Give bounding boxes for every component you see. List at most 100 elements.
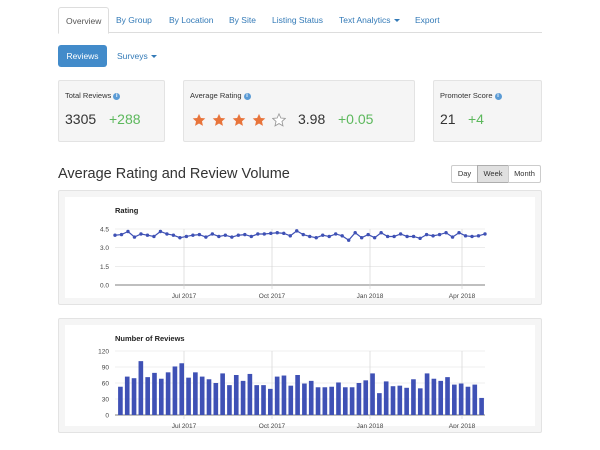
promoter-score-delta: +4	[468, 111, 484, 127]
rating-point	[314, 236, 318, 240]
x-tick-label: Apr 2018	[449, 293, 476, 300]
review-bar	[452, 384, 457, 415]
review-bar	[390, 386, 396, 415]
x-tick-label: Oct 2017	[259, 293, 286, 300]
review-bar	[315, 387, 321, 415]
rating-point	[431, 234, 435, 238]
tab-by-site[interactable]: By Site	[229, 15, 256, 25]
rating-point	[424, 232, 429, 237]
period-day-button[interactable]: Day	[451, 165, 478, 183]
rating-point	[288, 234, 292, 238]
review-bar	[233, 375, 239, 415]
rating-point	[359, 236, 364, 240]
average-rating-card: Average Rating i 3.98 +0.05	[183, 80, 415, 142]
rating-point	[178, 236, 182, 240]
rating-point	[450, 235, 455, 239]
rating-point	[483, 232, 487, 236]
info-icon[interactable]: i	[113, 92, 121, 100]
rating-point	[126, 229, 130, 234]
rating-point	[398, 232, 403, 236]
review-bar	[261, 385, 266, 415]
star-filled-icon	[212, 113, 226, 126]
rating-point	[158, 229, 163, 234]
rating-point	[262, 232, 266, 236]
rating-point	[139, 232, 143, 236]
rating-point	[301, 232, 305, 237]
tab-by-location[interactable]: By Location	[169, 15, 214, 25]
review-bar	[118, 386, 123, 415]
review-bar	[247, 373, 253, 415]
rating-point	[353, 231, 357, 235]
promoter-score-value: 21	[440, 111, 456, 127]
review-bar	[404, 387, 409, 415]
rating-point	[217, 234, 221, 239]
total-reviews-card: Total Reviews i 3305 +288	[58, 80, 165, 142]
y-tick-label: 3.0	[100, 245, 109, 252]
review-bar	[349, 387, 355, 415]
review-bar	[438, 380, 444, 415]
review-bar	[424, 373, 430, 415]
review-bar	[465, 386, 471, 415]
rating-point	[372, 236, 377, 240]
x-tick-label: Jul 2017	[172, 293, 197, 300]
review-bar	[124, 376, 130, 415]
period-week-button[interactable]: Week	[477, 165, 509, 183]
total-reviews-value: 3305	[65, 111, 97, 127]
review-bar	[145, 377, 150, 415]
star-filled-icon	[252, 113, 266, 126]
review-bar	[342, 387, 348, 415]
review-bar	[138, 361, 144, 415]
y-tick-label: 4.5	[100, 227, 109, 234]
tab-by-group[interactable]: By Group	[116, 15, 152, 25]
period-month-button[interactable]: Month	[508, 165, 541, 183]
surveys-label: Surveys	[117, 51, 148, 61]
review-bar	[268, 388, 273, 415]
rating-point	[275, 231, 279, 235]
chart-title: Number of Reviews	[115, 334, 185, 343]
rating-point	[437, 232, 442, 237]
y-tick-label: 0.0	[100, 283, 109, 290]
review-bar	[411, 379, 416, 415]
review-bar	[179, 363, 185, 415]
info-icon[interactable]: i	[494, 92, 502, 100]
review-bar	[336, 382, 341, 415]
tab-export[interactable]: Export	[415, 15, 440, 25]
promoter-score-card: Promoter Score i 21 +4	[433, 80, 542, 142]
rating-chart-panel: Rating 4.5 3.0 1.5 0.0 Jul 2017 Oct 2017 Jan 20…	[58, 190, 542, 305]
rating-point	[385, 234, 390, 239]
x-tick-label: Jul 2017	[172, 423, 197, 428]
tab-overview[interactable]: Overview	[58, 7, 110, 34]
y-tick-label: 120	[98, 349, 109, 356]
rating-point	[243, 232, 247, 237]
review-bar	[370, 373, 375, 415]
surveys-dropdown[interactable]: Surveys	[117, 45, 157, 67]
rating-point	[392, 234, 396, 239]
rating-point	[204, 235, 208, 239]
x-tick-label: Oct 2017	[259, 423, 286, 428]
rating-point	[230, 235, 234, 239]
y-tick-label: 0	[105, 413, 109, 420]
rating-point	[476, 234, 481, 238]
average-rating-value: 3.98	[298, 111, 326, 127]
tab-text-analytics[interactable]: Text Analytics	[332, 7, 407, 33]
reviews-button[interactable]: Reviews	[58, 45, 107, 67]
review-bar	[288, 385, 294, 415]
average-rating-title: Average Rating i	[190, 91, 251, 100]
y-tick-label: 1.5	[100, 264, 109, 271]
tab-listing-status[interactable]: Listing Status	[272, 15, 324, 25]
rating-point	[132, 235, 137, 239]
rating-point	[145, 233, 150, 237]
rating-point	[308, 234, 312, 239]
rating-point	[411, 234, 416, 239]
info-icon[interactable]: i	[243, 92, 251, 100]
rating-point	[249, 234, 254, 239]
rating-point	[457, 231, 461, 235]
chevron-down-icon	[150, 55, 157, 59]
chart-title: Rating	[115, 206, 139, 215]
promoter-score-label: Promoter Score	[440, 91, 493, 100]
total-reviews-delta: +288	[109, 111, 141, 127]
rating-point	[171, 233, 176, 237]
rating-point	[165, 232, 169, 236]
review-bar	[199, 376, 205, 415]
review-bar	[445, 377, 450, 415]
